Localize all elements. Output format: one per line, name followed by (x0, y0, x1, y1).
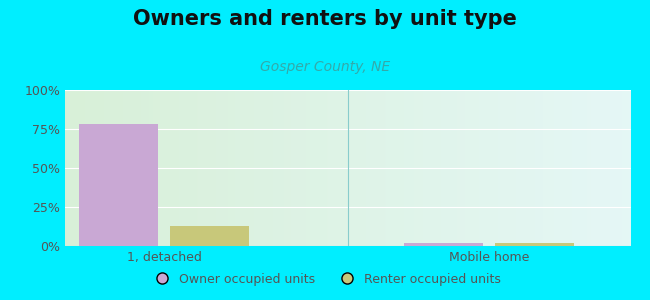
Bar (495, 243, 574, 246)
Text: Owners and renters by unit type: Owners and renters by unit type (133, 9, 517, 29)
Bar (404, 243, 484, 246)
Text: Gosper County, NE: Gosper County, NE (260, 60, 390, 74)
Bar (79, 124, 159, 246)
Bar (170, 226, 249, 246)
Legend: Owner occupied units, Renter occupied units: Owner occupied units, Renter occupied un… (144, 268, 506, 291)
